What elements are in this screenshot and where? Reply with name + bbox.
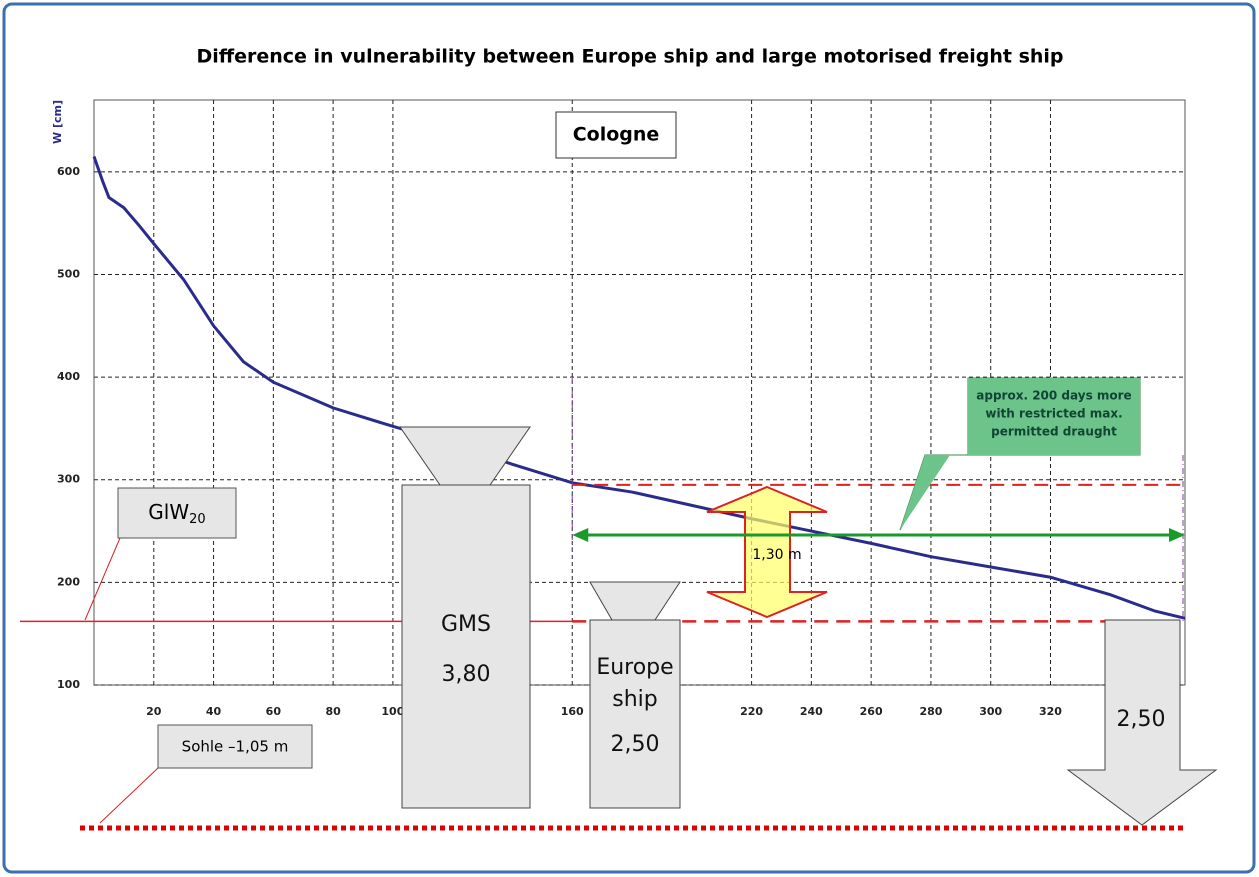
y-tick-label: 300 <box>57 473 80 486</box>
sohle-leader <box>99 767 159 824</box>
gms-label: GMS <box>441 612 491 637</box>
callout-text: with restricted max. <box>985 407 1122 421</box>
sohle-box <box>157 724 313 769</box>
europe-draught: 2,50 <box>611 732 660 757</box>
x-tick-label: 40 <box>206 705 222 718</box>
sohle-label: Sohle –1,05 m <box>182 738 289 756</box>
callout-text: permitted draught <box>991 425 1117 439</box>
x-tick-label: 260 <box>860 705 883 718</box>
x-tick-label: 80 <box>325 705 341 718</box>
y-tick-label: 100 <box>57 678 80 691</box>
glw-label: GlW20 <box>148 500 205 527</box>
shapes: GMS 3,80 Europe ship 2,50 2,50 1,30 m ap… <box>80 377 1218 831</box>
glw-text: GlW <box>148 500 189 524</box>
difference-arrow <box>706 485 828 619</box>
x-tick-label: 320 <box>1039 705 1062 718</box>
x-tick-label: 160 <box>561 705 584 718</box>
chart-title: Difference in vulnerability between Euro… <box>196 46 1063 68</box>
x-tick-label: 100 <box>381 705 404 718</box>
location-box <box>555 111 677 159</box>
span-arrow-head <box>572 528 589 542</box>
y-axis-label: W [cm] <box>51 100 64 144</box>
location-label: Cologne <box>573 124 660 146</box>
europe-ship <box>589 619 681 809</box>
y-tick-label: 500 <box>57 267 80 280</box>
difference-label: 1,30 m <box>752 547 801 563</box>
x-tick-label: 280 <box>919 705 942 718</box>
callout-fill <box>900 378 1140 530</box>
gms-draught: 3,80 <box>442 662 491 687</box>
span-arrow-head <box>1169 528 1185 542</box>
x-tick-label: 220 <box>740 705 763 718</box>
y-tick-label: 200 <box>57 575 80 588</box>
x-tick-label: 60 <box>266 705 282 718</box>
x-tick-label: 240 <box>800 705 823 718</box>
down-arrow <box>1066 619 1218 826</box>
glw-sub: 20 <box>189 512 206 527</box>
europe-label: Europe <box>596 655 673 680</box>
y-tick-label: 600 <box>57 165 80 178</box>
europe-label: ship <box>612 687 657 712</box>
gms-ship <box>401 484 531 809</box>
right-draught: 2,50 <box>1117 707 1166 732</box>
glw-box <box>117 487 237 539</box>
glw-leader <box>84 537 121 621</box>
y-tick-label: 400 <box>57 370 80 383</box>
callout-text: approx. 200 days more <box>976 389 1131 403</box>
x-tick-label: 20 <box>146 705 162 718</box>
x-tick-label: 300 <box>979 705 1002 718</box>
